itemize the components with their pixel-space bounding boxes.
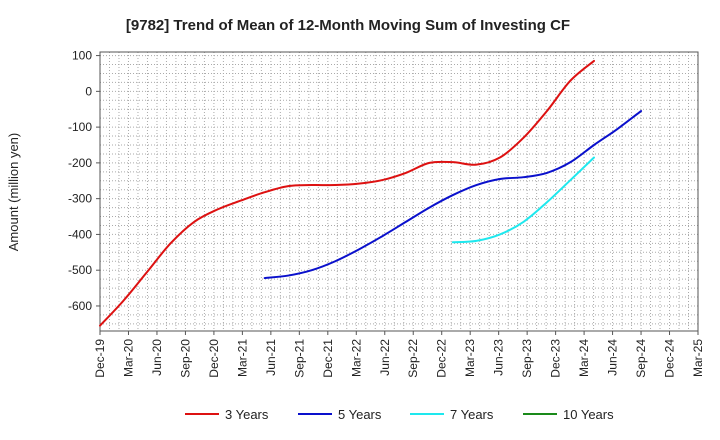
- x-tick-label: Jun-24: [606, 339, 620, 376]
- x-tick-label: Dec-22: [435, 339, 449, 378]
- x-tick-label: Jun-22: [378, 339, 392, 376]
- y-tick-label: 100: [72, 49, 92, 63]
- series-lines: [99, 59, 643, 327]
- x-tick-label: Mar-22: [349, 339, 363, 377]
- x-tick-label: Dec-20: [207, 339, 221, 378]
- series-line-3-years: [99, 59, 595, 327]
- series-line-5-years: [263, 110, 643, 280]
- x-tick-label: Mar-23: [463, 339, 477, 377]
- x-tick-label: Jun-23: [492, 339, 506, 376]
- x-tick-label: Mar-24: [577, 339, 591, 377]
- x-tick-label: Dec-23: [549, 339, 563, 378]
- y-axis-ticks: 100 0 -100 -200 -300 -400 -500 -600: [68, 49, 100, 313]
- x-tick-label: Dec-19: [93, 339, 107, 378]
- legend-label: 5 Years: [338, 407, 382, 422]
- x-tick-label: Mar-21: [235, 339, 249, 377]
- legend-label: 7 Years: [450, 407, 494, 422]
- legend-label: 10 Years: [563, 407, 614, 422]
- x-tick-label: Sep-23: [520, 339, 534, 378]
- x-tick-label: Jun-21: [264, 339, 278, 376]
- y-tick-label: -200: [68, 156, 92, 170]
- x-tick-label: Dec-21: [321, 339, 335, 378]
- y-tick-label: -600: [68, 299, 92, 313]
- y-tick-label: -300: [68, 192, 92, 206]
- x-tick-label: Sep-24: [634, 339, 648, 378]
- y-tick-label: -400: [68, 227, 92, 241]
- y-axis-label: Amount (million yen): [6, 133, 21, 252]
- y-tick-label: -500: [68, 263, 92, 277]
- legend: 3 Years 5 Years 7 Years 10 Years: [185, 407, 614, 422]
- chart-title: [9782] Trend of Mean of 12-Month Moving …: [126, 17, 570, 34]
- y-tick-label: 0: [85, 84, 92, 98]
- legend-label: 3 Years: [225, 407, 269, 422]
- x-tick-label: Sep-21: [292, 339, 306, 378]
- series-line-7-years: [451, 156, 595, 244]
- y-tick-label: -100: [68, 120, 92, 134]
- x-tick-label: Sep-22: [406, 339, 420, 378]
- plot-frame: [99, 51, 699, 332]
- grid-lines: [99, 52, 699, 331]
- x-tick-label: Mar-25: [691, 339, 705, 377]
- x-tick-label: Mar-20: [121, 339, 135, 377]
- x-tick-label: Jun-20: [150, 339, 164, 376]
- x-axis-ticks: Dec-19 Mar-20 Jun-20 Sep-20 Dec-20 Mar-21 Jun-…: [93, 331, 705, 378]
- x-tick-label: Dec-24: [663, 339, 677, 378]
- x-tick-label: Sep-20: [178, 339, 192, 378]
